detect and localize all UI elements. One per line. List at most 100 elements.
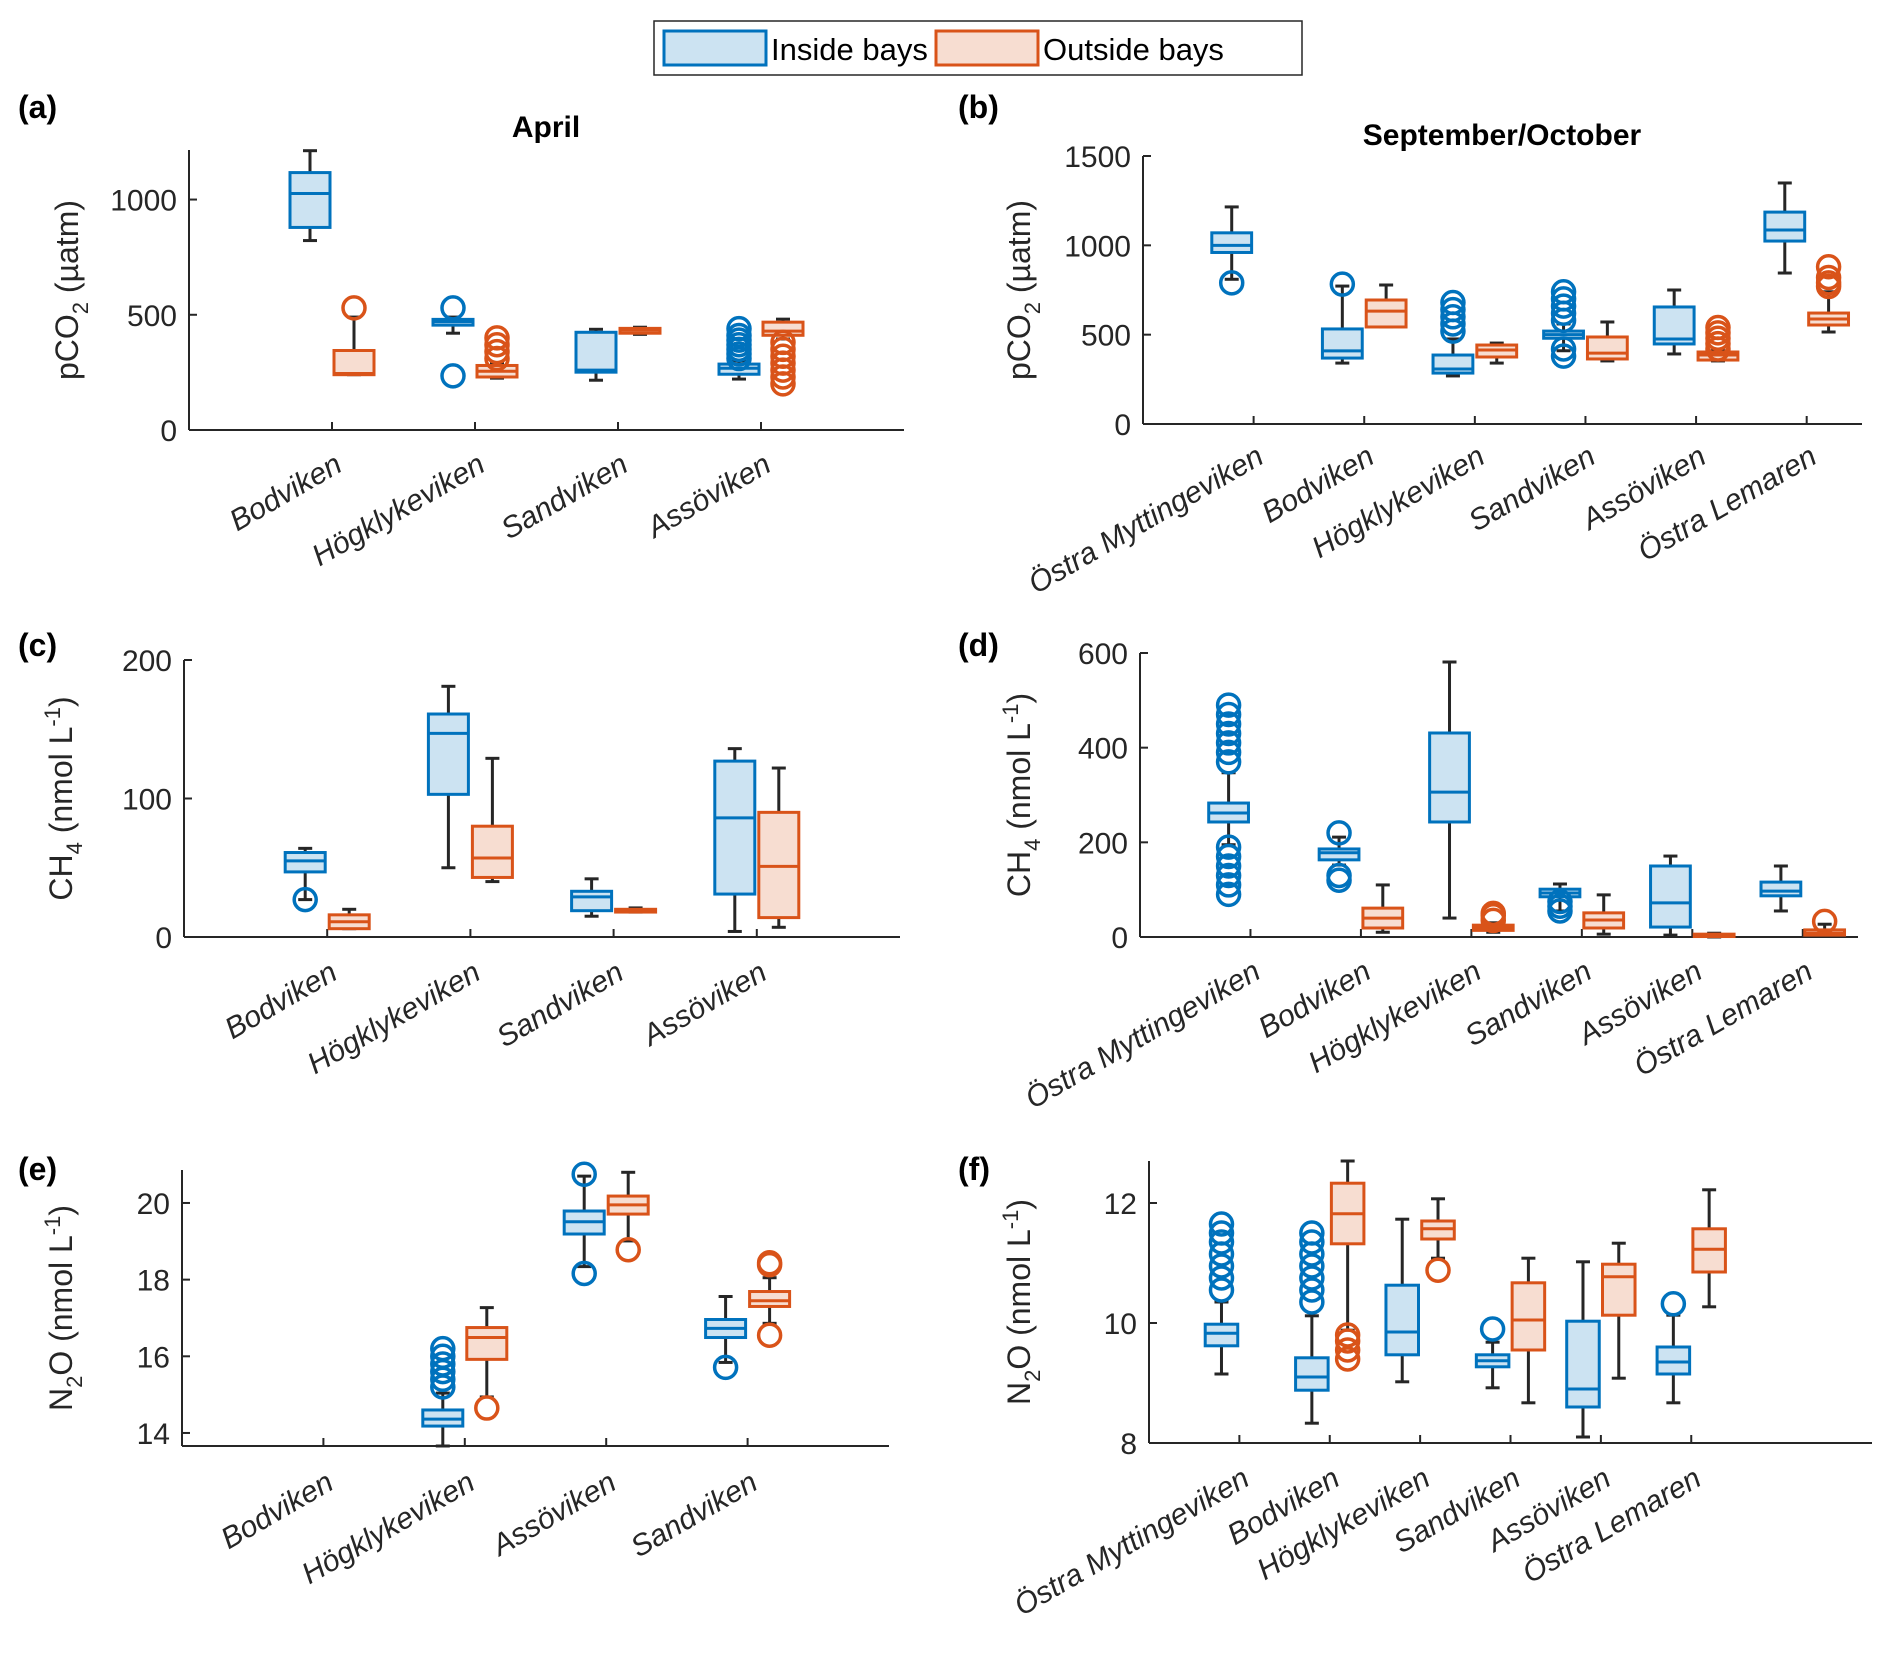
y-axis-label: N2O (nmol L-1) — [40, 1205, 87, 1411]
panel-label: (e) — [18, 1151, 57, 1187]
box-inside — [1474, 1316, 1511, 1390]
y-tick-label: 600 — [1078, 638, 1128, 671]
iqr-box — [1759, 880, 1803, 898]
outlier-point — [1299, 1277, 1325, 1303]
outlier-point — [484, 325, 510, 351]
box-outside — [1510, 1256, 1547, 1405]
legend-label-inside: Inside bays — [771, 32, 928, 67]
outlier-point — [726, 322, 752, 349]
outlier-point — [430, 1343, 456, 1370]
box-inside — [283, 846, 327, 913]
box-inside — [421, 1335, 465, 1448]
outlier-point — [1815, 264, 1842, 291]
box-outside — [1329, 1159, 1366, 1372]
outlier-point — [440, 295, 466, 321]
iqr-box — [1320, 327, 1364, 360]
y-tick-label: 500 — [127, 300, 177, 333]
box-inside — [1210, 205, 1254, 296]
box-inside — [1538, 882, 1582, 924]
outlier-point — [1215, 739, 1242, 766]
box-outside — [618, 325, 662, 336]
outlier-point — [1550, 343, 1577, 369]
outlier-point — [712, 1354, 739, 1381]
outlier-point — [430, 1335, 456, 1362]
y-axis-label: N2O (nmol L-1) — [998, 1199, 1045, 1405]
outlier-point — [440, 363, 466, 389]
outlier-point — [1208, 1211, 1235, 1237]
y-axis-label: pCO2 (µatm) — [49, 200, 93, 380]
outlier-point — [1215, 834, 1242, 860]
box-inside — [431, 295, 475, 389]
box-inside — [574, 327, 618, 382]
outlier-point — [756, 1322, 783, 1348]
outlier-point — [1215, 881, 1242, 908]
box-inside — [1542, 279, 1585, 369]
outlier-point — [1215, 843, 1242, 870]
box-outside — [465, 1306, 509, 1421]
y-tick-label: 200 — [1078, 827, 1128, 860]
box-outside — [332, 295, 376, 377]
box-inside — [426, 684, 470, 870]
outlier-point — [1208, 1253, 1235, 1279]
box-inside — [1207, 692, 1250, 908]
panel-label: (c) — [18, 627, 57, 663]
y-axis-label: CH4 (nmol L-1) — [40, 696, 87, 900]
outlier-point — [1550, 279, 1577, 305]
outlier-point — [484, 338, 510, 365]
outlier-point — [615, 1236, 641, 1263]
y-tick-label: 100 — [122, 784, 172, 817]
iqr-box — [288, 171, 332, 229]
box-outside — [327, 907, 371, 931]
outlier-point — [1334, 1337, 1361, 1363]
box-inside — [562, 1161, 606, 1287]
outlier-point — [1215, 749, 1242, 775]
panel-title: April — [512, 111, 580, 144]
y-tick-label: 0 — [155, 922, 172, 955]
y-tick-label: 1500 — [1064, 141, 1131, 174]
outlier-point — [1299, 1229, 1325, 1255]
y-tick-label: 14 — [137, 1418, 170, 1451]
outlier-point — [1299, 1253, 1325, 1279]
panel-label: (b) — [958, 89, 999, 125]
box-outside — [748, 1250, 792, 1348]
outlier-point — [770, 343, 796, 370]
box-outside — [1601, 1241, 1637, 1380]
box-inside — [1652, 288, 1696, 356]
outlier-point — [1326, 820, 1352, 846]
box-outside — [1475, 341, 1519, 365]
outlier-point — [1215, 720, 1242, 747]
box-outside — [614, 906, 658, 914]
outlier-point — [1299, 1220, 1325, 1246]
box-outside — [757, 766, 801, 929]
box-outside — [1691, 1188, 1727, 1309]
outlier-point — [1329, 271, 1356, 297]
outlier-point — [1299, 1289, 1325, 1315]
box-outside — [1803, 908, 1847, 938]
box-inside — [1203, 1211, 1240, 1376]
outlier-point — [292, 886, 318, 913]
outlier-point — [1215, 730, 1242, 756]
box-inside — [1649, 854, 1692, 937]
outlier-point — [726, 315, 752, 342]
outlier-point — [1208, 1220, 1235, 1246]
box-inside — [1759, 864, 1803, 913]
iqr-box — [713, 759, 757, 896]
box-inside — [570, 877, 614, 918]
y-tick-label: 0 — [1114, 409, 1131, 442]
outlier-point — [1215, 872, 1242, 898]
box-inside — [1565, 1260, 1601, 1439]
outlier-point — [1215, 862, 1242, 889]
outlier-point — [1550, 293, 1577, 319]
iqr-box — [1364, 298, 1408, 329]
iqr-box — [570, 889, 614, 913]
iqr-box — [470, 824, 514, 879]
outlier-point — [1208, 1229, 1235, 1255]
outlier-point — [1705, 314, 1731, 341]
outlier-point — [571, 1161, 597, 1187]
box-outside — [1696, 314, 1740, 363]
iqr-box — [1763, 210, 1807, 243]
iqr-box — [1317, 847, 1361, 862]
outlier-point — [474, 1395, 500, 1421]
outlier-point — [1326, 862, 1352, 889]
panel-label: (d) — [958, 627, 999, 663]
